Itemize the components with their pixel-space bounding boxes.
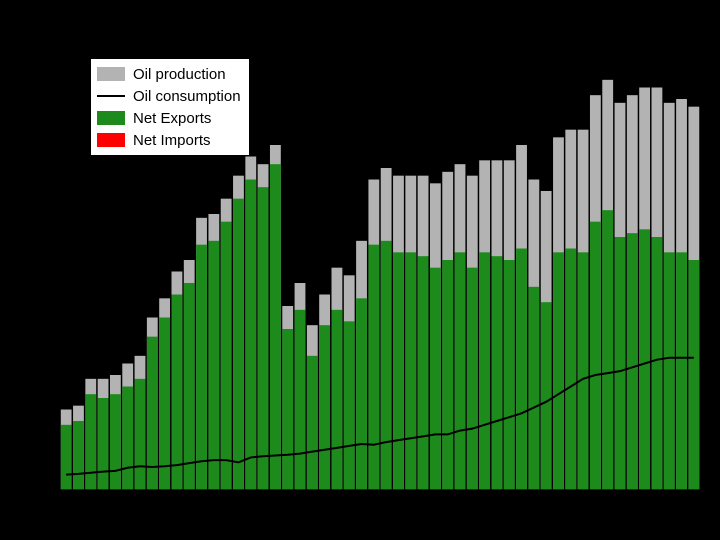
net-exports-bar (676, 252, 687, 490)
net-exports-bar (541, 302, 552, 490)
net-exports-bar (492, 256, 503, 490)
net-exports-bar (245, 180, 256, 491)
net-exports-bar (467, 268, 478, 490)
net-exports-bar (356, 298, 367, 490)
net-exports-bar (233, 199, 244, 490)
net-exports-bar (553, 252, 564, 490)
net-exports-bar (479, 252, 490, 490)
legend-label: Oil consumption (133, 88, 241, 105)
net-exports-bar (307, 356, 318, 490)
legend-label: Oil production (133, 66, 226, 83)
net-exports-bar (393, 252, 404, 490)
net-exports-bar (270, 164, 281, 490)
legend: Oil production Oil consumption Net Exports… (90, 58, 250, 156)
net-exports-bar (565, 249, 576, 491)
net-exports-bar (344, 321, 355, 490)
legend-color-swatch (97, 111, 125, 125)
net-exports-bar (282, 329, 293, 490)
legend-item: Net Imports (97, 129, 241, 151)
legend-line-swatch (97, 89, 125, 103)
net-exports-bar (258, 187, 269, 490)
net-exports-bar (418, 256, 429, 490)
legend-item: Net Exports (97, 107, 241, 129)
net-exports-bar (516, 249, 527, 491)
net-exports-bar (73, 421, 84, 490)
net-exports-bar (688, 260, 699, 490)
net-exports-bar (319, 325, 330, 490)
net-exports-bar (184, 283, 195, 490)
net-exports-bar (627, 233, 638, 490)
legend-color-swatch (97, 133, 125, 147)
net-exports-bar (528, 287, 539, 490)
net-exports-bar (98, 398, 109, 490)
net-exports-bar (295, 310, 306, 490)
net-exports-bar (602, 210, 613, 490)
net-exports-bar (652, 237, 663, 490)
net-exports-bar (442, 260, 453, 490)
net-exports-bar (405, 252, 416, 490)
net-exports-bar (208, 241, 219, 490)
net-exports-bar (590, 222, 601, 490)
net-exports-bar (196, 245, 207, 490)
net-exports-bar (159, 318, 170, 491)
net-exports-bar (504, 260, 515, 490)
net-exports-bar (332, 310, 343, 490)
net-exports-bar (135, 379, 146, 490)
net-exports-bar (172, 295, 183, 491)
net-exports-bar (455, 252, 466, 490)
legend-label: Net Exports (133, 110, 211, 127)
legend-item: Oil production (97, 63, 241, 85)
net-exports-bar (61, 425, 72, 490)
net-exports-bar (368, 245, 379, 490)
legend-label: Net Imports (133, 132, 211, 149)
oil-chart: Oil production Oil consumption Net Exports… (0, 0, 720, 540)
net-exports-bar (578, 252, 589, 490)
legend-item: Oil consumption (97, 85, 241, 107)
net-exports-bar (664, 252, 675, 490)
net-exports-bar (221, 222, 232, 490)
net-exports-bar (85, 394, 96, 490)
net-exports-bar (615, 237, 626, 490)
net-exports-bar (381, 241, 392, 490)
net-exports-bar (430, 268, 441, 490)
net-exports-bar (110, 394, 121, 490)
net-exports-bar (122, 387, 133, 491)
legend-color-swatch (97, 67, 125, 81)
net-exports-bar (639, 229, 650, 490)
